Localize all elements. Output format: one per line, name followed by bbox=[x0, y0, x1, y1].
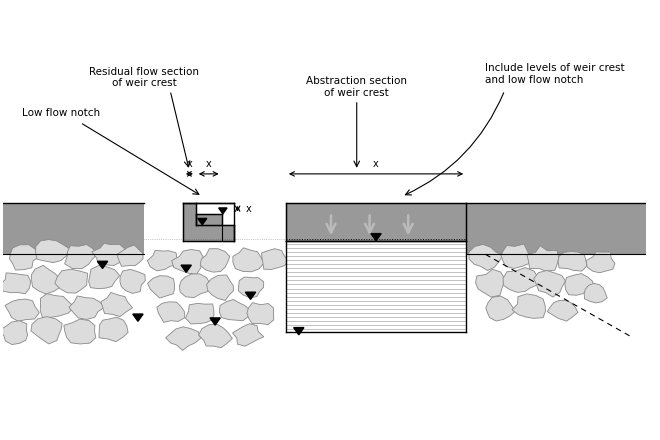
Polygon shape bbox=[238, 277, 264, 297]
Polygon shape bbox=[547, 301, 578, 321]
Polygon shape bbox=[120, 269, 145, 293]
Polygon shape bbox=[117, 245, 143, 266]
Polygon shape bbox=[246, 292, 255, 299]
Polygon shape bbox=[64, 319, 96, 344]
Polygon shape bbox=[101, 293, 133, 317]
Polygon shape bbox=[65, 245, 97, 269]
Text: x: x bbox=[187, 159, 192, 169]
Text: Abstraction section
of weir crest: Abstraction section of weir crest bbox=[306, 76, 407, 98]
Polygon shape bbox=[98, 261, 108, 268]
Polygon shape bbox=[5, 299, 40, 321]
Polygon shape bbox=[198, 218, 207, 225]
Polygon shape bbox=[9, 245, 40, 270]
Polygon shape bbox=[133, 314, 143, 321]
Text: Low flow notch: Low flow notch bbox=[22, 108, 100, 118]
Polygon shape bbox=[218, 208, 227, 214]
Polygon shape bbox=[286, 203, 466, 242]
Polygon shape bbox=[31, 317, 62, 344]
Polygon shape bbox=[40, 293, 75, 318]
Polygon shape bbox=[286, 242, 466, 332]
Polygon shape bbox=[55, 269, 88, 293]
Text: Residual flow section
of weir crest: Residual flow section of weir crest bbox=[89, 66, 199, 88]
Text: x: x bbox=[206, 159, 212, 169]
Polygon shape bbox=[92, 243, 126, 265]
Polygon shape bbox=[88, 266, 119, 289]
Polygon shape bbox=[222, 225, 234, 242]
Polygon shape bbox=[157, 302, 185, 323]
Polygon shape bbox=[31, 265, 61, 294]
Polygon shape bbox=[586, 252, 615, 273]
Polygon shape bbox=[172, 249, 203, 274]
Polygon shape bbox=[99, 317, 128, 341]
Polygon shape bbox=[180, 274, 211, 297]
Polygon shape bbox=[219, 300, 250, 321]
Polygon shape bbox=[565, 274, 594, 295]
Polygon shape bbox=[501, 244, 531, 268]
Polygon shape bbox=[3, 203, 145, 254]
Polygon shape bbox=[469, 245, 503, 271]
Polygon shape bbox=[294, 327, 304, 335]
Polygon shape bbox=[466, 203, 646, 254]
Polygon shape bbox=[486, 296, 515, 321]
Text: x: x bbox=[373, 159, 379, 169]
Polygon shape bbox=[207, 275, 234, 301]
Polygon shape bbox=[247, 303, 274, 325]
Polygon shape bbox=[210, 318, 220, 325]
Polygon shape bbox=[166, 327, 201, 350]
Polygon shape bbox=[199, 324, 232, 348]
Polygon shape bbox=[584, 283, 607, 303]
Polygon shape bbox=[503, 268, 539, 292]
Polygon shape bbox=[371, 234, 381, 241]
Polygon shape bbox=[69, 296, 105, 319]
Polygon shape bbox=[233, 248, 264, 272]
Polygon shape bbox=[147, 250, 178, 271]
Polygon shape bbox=[181, 265, 191, 272]
Text: Include levels of weir crest
and low flow notch: Include levels of weir crest and low flo… bbox=[485, 63, 625, 85]
Polygon shape bbox=[558, 252, 587, 271]
Polygon shape bbox=[232, 324, 264, 346]
Polygon shape bbox=[476, 269, 504, 297]
Polygon shape bbox=[527, 246, 559, 271]
Polygon shape bbox=[0, 273, 30, 294]
Polygon shape bbox=[200, 249, 230, 272]
Text: x: x bbox=[246, 204, 251, 214]
Polygon shape bbox=[36, 239, 70, 263]
Polygon shape bbox=[534, 271, 566, 297]
Polygon shape bbox=[148, 276, 175, 298]
Polygon shape bbox=[512, 294, 546, 319]
Polygon shape bbox=[261, 249, 288, 269]
Polygon shape bbox=[196, 214, 222, 225]
Polygon shape bbox=[183, 203, 234, 242]
Polygon shape bbox=[0, 321, 28, 345]
Polygon shape bbox=[185, 303, 214, 324]
